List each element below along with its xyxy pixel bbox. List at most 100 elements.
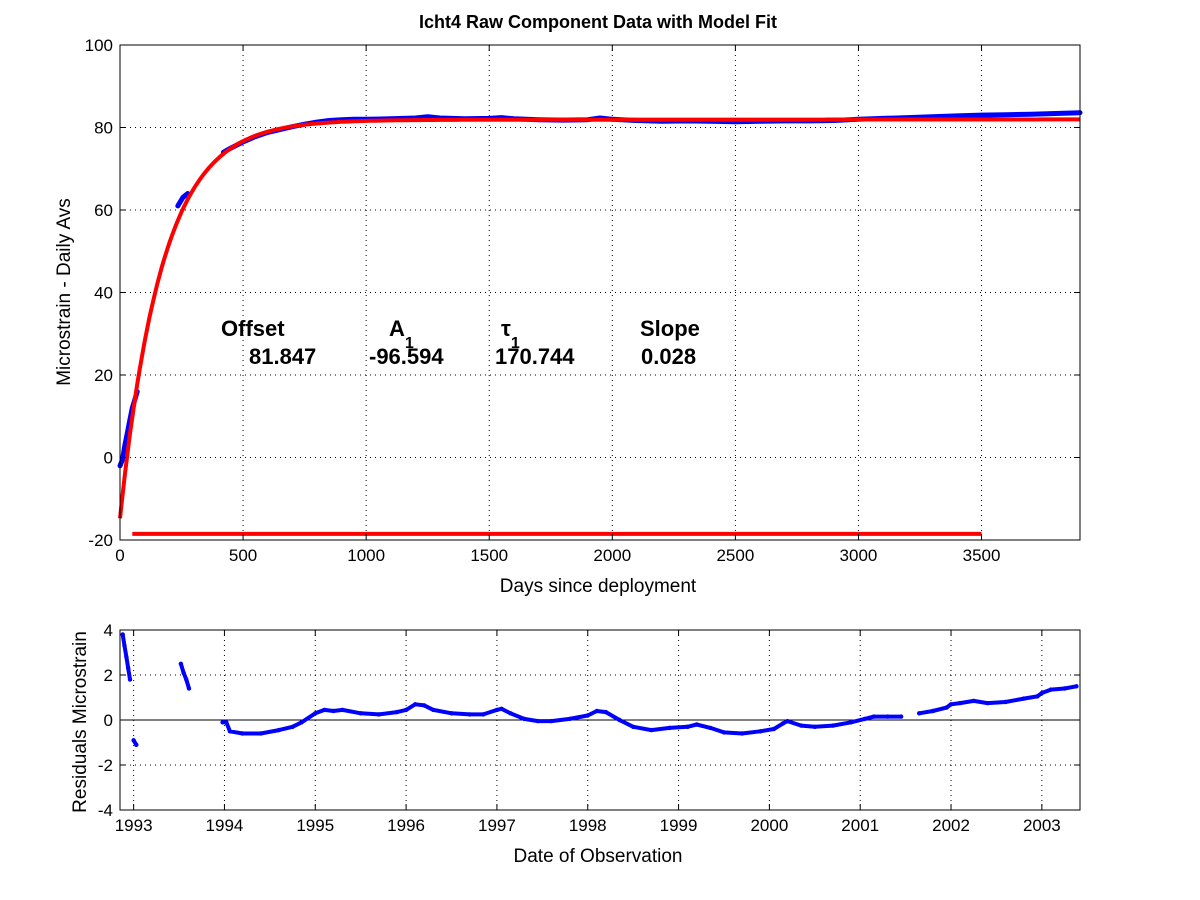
- top-x-axis-label: Days since deployment: [500, 576, 697, 597]
- residual-point: [431, 707, 436, 713]
- bottom-x-tick-label: 2003: [1023, 816, 1061, 835]
- residual-point: [1062, 686, 1067, 691]
- residual-point: [122, 643, 127, 648]
- residual-point: [258, 731, 263, 736]
- residual-point: [985, 700, 990, 706]
- model-fit-line: [118, 117, 1080, 519]
- top-plot-area: [117, 110, 1083, 536]
- residual-point: [948, 702, 954, 707]
- param-value-tau1: 170.744: [495, 344, 575, 369]
- residual-point: [299, 720, 304, 725]
- residual-point: [358, 711, 363, 716]
- residual-point: [917, 711, 922, 716]
- residual-point: [290, 724, 295, 729]
- bottom-x-tick-label: 1997: [478, 816, 516, 835]
- residual-point: [467, 712, 472, 717]
- bottom-x-axis-label: Date of Observation: [514, 846, 683, 867]
- residual-point: [585, 713, 590, 718]
- model-fit-axes: 0 500 1000 1500 2000 2500 3000 3500 -2002040608…: [54, 36, 1083, 597]
- top-grid: [120, 45, 1080, 540]
- residual-point: [126, 666, 131, 671]
- residual-point: [944, 705, 949, 710]
- residual-point: [322, 707, 327, 713]
- residual-point: [830, 723, 836, 728]
- residual-point: [771, 726, 777, 732]
- residuals-axes: 1993 1994 1995 1996 1997 1998 1999 2000 2001 2002…: [70, 621, 1081, 867]
- top-x-tick-label: 2500: [716, 546, 754, 565]
- param-header-slope: Slope: [640, 316, 700, 341]
- bottom-y-tick-label: -2: [98, 756, 113, 775]
- param-header-tau1: τ1: [501, 316, 520, 352]
- top-y-axis-label: Microstrain - Daily Avs: [54, 198, 75, 386]
- residual-point: [131, 738, 136, 743]
- residual-point: [313, 711, 318, 716]
- raw-data-line: [175, 191, 191, 209]
- residual-point: [178, 661, 184, 666]
- residual-point: [535, 718, 540, 724]
- residual-point: [603, 709, 609, 715]
- param-header-a-subscript: 1: [405, 335, 414, 352]
- top-x-tick-label: 500: [229, 546, 257, 565]
- residual-point: [617, 717, 622, 723]
- top-x-tick-label: 1500: [470, 546, 508, 565]
- residual-point: [127, 677, 133, 682]
- top-y-tick-label: 80: [94, 119, 113, 138]
- bottom-x-ticks: 1993 1994 1995 1996 1997 1998 1999 2000 2001 2002…: [115, 630, 1061, 835]
- top-x-tick-label: 1000: [347, 546, 385, 565]
- residual-point: [508, 711, 513, 716]
- param-header-tau-subscript: 1: [511, 335, 520, 352]
- residual-point: [184, 677, 189, 682]
- top-x-tick-label: 3000: [840, 546, 878, 565]
- top-y-tick-label: 100: [85, 36, 113, 55]
- top-x-ticks: 0 500 1000 1500 2000 2500 3000 3500: [115, 45, 1000, 565]
- residual-point: [481, 712, 486, 717]
- bottom-x-tick-label: 1999: [660, 816, 698, 835]
- top-x-tick-label: 0: [115, 546, 124, 565]
- residual-point: [694, 722, 699, 727]
- residual-point: [885, 714, 890, 719]
- residual-point: [667, 725, 672, 731]
- residual-point: [721, 730, 727, 735]
- residual-point: [567, 716, 572, 722]
- residual-point: [649, 727, 654, 733]
- residual-point: [862, 716, 867, 722]
- bottom-x-tick-label: 2002: [932, 816, 970, 835]
- residual-point: [449, 711, 454, 716]
- residual-point: [739, 731, 745, 736]
- top-y-tick-label: 60: [94, 201, 113, 220]
- param-value-offset: 81.847: [249, 344, 316, 369]
- residual-point: [422, 703, 427, 708]
- bottom-y-tick-label: 2: [104, 666, 113, 685]
- residual-point: [224, 720, 229, 725]
- bottom-y-tick-label: -4: [98, 801, 113, 820]
- residual-point: [631, 724, 636, 729]
- residuals-line: [178, 661, 191, 691]
- residual-point: [522, 716, 527, 722]
- residual-point: [124, 654, 129, 660]
- top-y-tick-label: -20: [88, 531, 113, 550]
- residual-point: [785, 718, 790, 724]
- bottom-y-axis-label: Residuals Microstrain: [70, 631, 91, 813]
- bottom-x-tick-label: 2001: [841, 816, 879, 835]
- residual-point: [499, 706, 504, 711]
- bottom-x-tick-label: 1993: [115, 816, 153, 835]
- residual-point: [494, 707, 500, 713]
- residual-point: [240, 731, 245, 736]
- top-y-ticks: -20 0 20 40 60 80 100: [85, 36, 1080, 550]
- residual-point: [799, 723, 804, 728]
- residual-point: [812, 724, 817, 729]
- bottom-x-tick-label: 1996: [387, 816, 425, 835]
- param-header-a: A: [389, 316, 405, 341]
- top-x-tick-label: 3500: [963, 546, 1001, 565]
- bottom-y-tick-label: 0: [104, 711, 113, 730]
- bottom-y-tick-label: 4: [104, 621, 113, 640]
- residual-point: [394, 709, 400, 715]
- residual-point: [227, 729, 233, 734]
- residual-point: [594, 708, 599, 714]
- top-y-tick-label: 20: [94, 366, 113, 385]
- residual-point: [1021, 696, 1026, 701]
- residual-point: [708, 725, 713, 731]
- residual-point: [930, 708, 936, 714]
